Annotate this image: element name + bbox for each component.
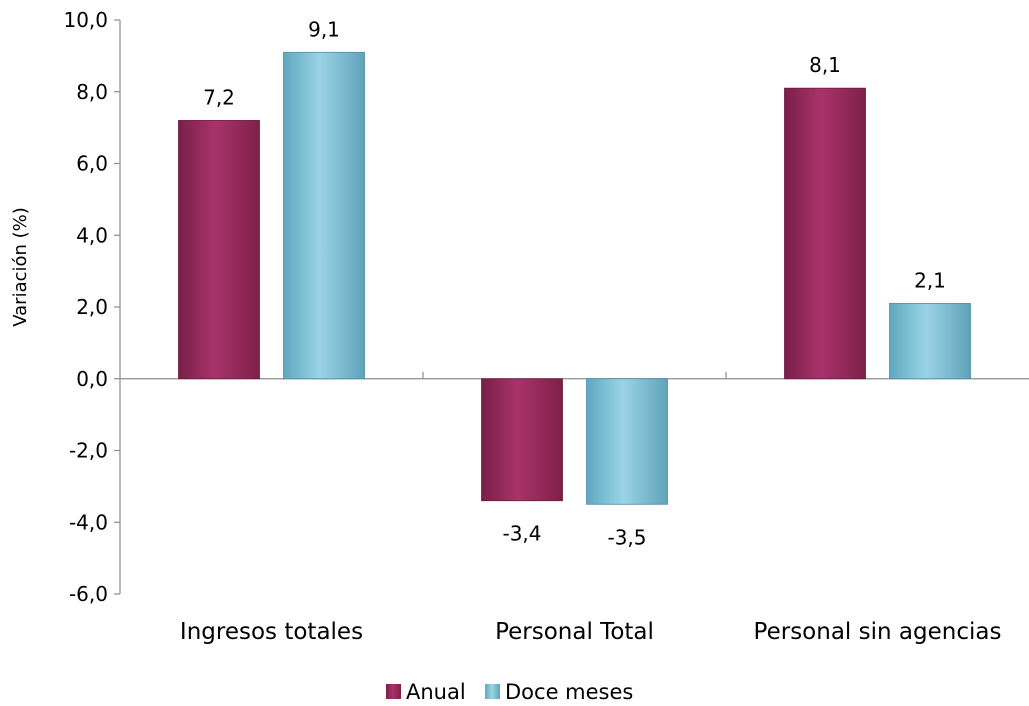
bar-anual	[178, 120, 260, 380]
y-tick-label: 2,0	[76, 295, 108, 319]
y-axis-title: Variación (%)	[10, 207, 31, 327]
legend-swatch	[386, 684, 401, 699]
bar-anual	[784, 87, 866, 380]
bar-doce-meses	[586, 378, 668, 505]
y-tick-label: 10,0	[63, 8, 108, 32]
data-label: 2,1	[914, 268, 946, 292]
data-label: 7,2	[203, 85, 235, 109]
legend-item-anual: Anual	[406, 680, 466, 704]
bar-doce-meses	[889, 303, 971, 380]
category-label: Personal Total	[495, 619, 654, 645]
y-tick-label: 8,0	[76, 80, 108, 104]
y-tick-label: -6,0	[69, 582, 108, 606]
category-label: Personal sin agencias	[754, 619, 1002, 645]
legend: Anual Doce meses	[386, 680, 633, 704]
y-tick-label: -2,0	[69, 439, 108, 463]
bars	[178, 51, 971, 505]
data-label: 8,1	[809, 53, 841, 77]
category-label: Ingresos totales	[180, 619, 363, 645]
legend-swatch	[485, 684, 500, 699]
y-tick-label: -4,0	[69, 510, 108, 534]
y-tick-label: 0,0	[76, 367, 108, 391]
bar-anual	[481, 378, 563, 502]
y-tick-label: 4,0	[76, 223, 108, 247]
data-label: -3,4	[502, 522, 541, 546]
data-label: 9,1	[308, 17, 340, 41]
data-label: -3,5	[607, 525, 646, 549]
bar-doce-meses	[283, 51, 365, 380]
axes: 10,0 8,0 6,0 4,0 2,0 0,0 -2,0 -4,0 -6,0 Variación…	[10, 8, 1029, 645]
y-tick-label: 6,0	[76, 152, 108, 176]
labels: 7,2 9,1 -3,4 -3,5 8,1 2,1	[203, 17, 946, 549]
legend-item-doce-meses: Doce meses	[505, 680, 633, 704]
